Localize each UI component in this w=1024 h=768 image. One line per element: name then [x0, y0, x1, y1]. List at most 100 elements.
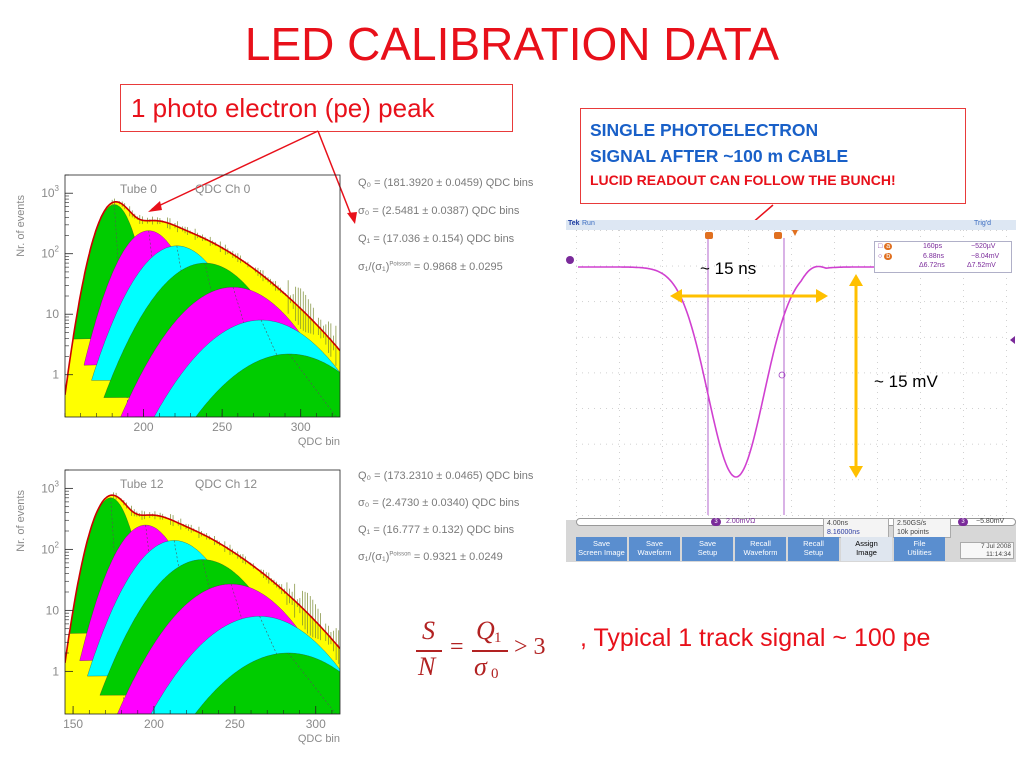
grid-dot: [662, 230, 663, 231]
grid-dot: [834, 272, 835, 273]
grid-dot: [618, 372, 619, 374]
grid-dot: [619, 344, 620, 345]
grid-dot: [918, 336, 919, 338]
grid-dot: [748, 284, 749, 285]
grid-dot: [582, 336, 583, 338]
grid-dot: [666, 515, 667, 516]
grid-dot: [924, 479, 925, 481]
grid-dot: [834, 392, 835, 393]
grid-dot: [705, 482, 706, 483]
grid-dot: [732, 443, 733, 445]
grid-dot: [774, 479, 775, 481]
fit-params-tube-12: Q₀ = (173.2310 ± 0.0465) QDC bins σ₀ = (…: [358, 470, 533, 563]
scope-date: 7 Jul 2008: [981, 543, 1011, 550]
softkey-label: Screen Image: [578, 547, 625, 557]
grid-dot: [791, 386, 792, 387]
grid-dot: [684, 372, 685, 374]
scope-softkey-5[interactable]: Recall Setup: [788, 537, 839, 561]
grid-dot: [705, 398, 706, 399]
scope-scrollbar[interactable]: [576, 518, 1016, 526]
grid-dot: [888, 230, 889, 231]
grid-dot: [920, 392, 921, 393]
param-ratio-rhs: = 0.9868 ± 0.0295: [413, 261, 503, 273]
grid-dot: [705, 512, 706, 513]
grid-dot: [780, 230, 781, 231]
grid-dot: [920, 458, 921, 459]
grid-dot: [690, 336, 691, 338]
grid-dot: [834, 398, 835, 399]
grid-dot: [930, 408, 931, 409]
grid-dot: [705, 440, 706, 441]
grid-dot: [798, 372, 799, 374]
grid-dot: [792, 479, 793, 481]
grid-dot: [662, 248, 663, 249]
grid-dot: [654, 479, 655, 481]
grid-dot: [834, 314, 835, 315]
grid-dot: [924, 336, 925, 338]
grid-dot: [619, 314, 620, 315]
grid-dot: [828, 336, 829, 338]
grid-dot: [834, 338, 835, 339]
grid-dot: [942, 443, 943, 445]
grid-dot: [877, 416, 878, 417]
grid-dot: [696, 336, 697, 338]
grid-dot: [1006, 230, 1007, 231]
grid-dot: [705, 230, 706, 231]
grid-dot: [576, 320, 577, 321]
grid-dot: [600, 230, 601, 231]
grid-dot: [963, 392, 964, 393]
scope-softkey-4[interactable]: Recall Waveform: [735, 537, 786, 561]
grid-dot: [690, 265, 691, 267]
grid-dot: [662, 290, 663, 291]
grid-dot: [1002, 443, 1003, 445]
grid-dot: [786, 336, 787, 338]
grid-dot: [619, 398, 620, 399]
scope-softkey-3[interactable]: Save Setup: [682, 537, 733, 561]
grid-dot: [990, 515, 991, 516]
grid-dot: [912, 301, 913, 303]
grid-dot: [672, 265, 673, 267]
cursor-a-time: 160ps: [923, 243, 943, 250]
grid-dot: [748, 254, 749, 255]
grid-dot: [619, 476, 620, 477]
grid-dot: [662, 512, 663, 513]
grid-dot: [576, 470, 577, 471]
grid-dot: [780, 336, 781, 338]
grid-dot: [708, 515, 709, 516]
grid-dot: [588, 443, 589, 445]
grid-dot: [594, 408, 595, 409]
grid-dot: [662, 392, 663, 393]
grid-dot: [877, 470, 878, 471]
grid-dot: [864, 230, 865, 231]
grid-dot: [705, 500, 706, 501]
grid-dot: [705, 338, 706, 339]
scope-softkey-1[interactable]: Save Screen Image: [576, 537, 627, 561]
grid-dot: [810, 230, 811, 231]
scope-softkey-2[interactable]: Save Waveform: [629, 537, 680, 561]
grid-dot: [662, 344, 663, 345]
grid-dot: [936, 230, 937, 231]
grid-dot: [662, 464, 663, 465]
grid-dot: [978, 443, 979, 445]
grid-dot: [828, 443, 829, 445]
param-ratio-rhs: = 0.9321 ± 0.0249: [413, 551, 503, 563]
grid-dot: [705, 416, 706, 417]
grid-dot: [864, 443, 865, 445]
spe-line-1: SINGLE PHOTOELECTRON: [590, 120, 819, 140]
scope-softkey-6[interactable]: Assign Image: [841, 537, 892, 561]
grid-dot: [1006, 440, 1007, 441]
hist-plot-area: [65, 198, 340, 417]
grid-dot: [920, 326, 921, 327]
grid-dot: [846, 230, 847, 231]
grid-dot: [720, 301, 721, 303]
grid-dot: [912, 372, 913, 374]
grid-dot: [918, 515, 919, 516]
grid-dot: [606, 408, 607, 409]
scope-softkey-7[interactable]: File Utilities: [894, 537, 945, 561]
y-tick-label: 103: [41, 479, 59, 495]
trigger-box: 3 −5.80mV: [956, 518, 1012, 530]
cursor-readout: □ a 160ps −520µV ○ b 6.88ns −8.04mV Δ6.7…: [874, 241, 1012, 273]
x-tick-label: 200: [144, 717, 164, 731]
grid-dot: [864, 479, 865, 481]
grid-dot: [834, 416, 835, 417]
